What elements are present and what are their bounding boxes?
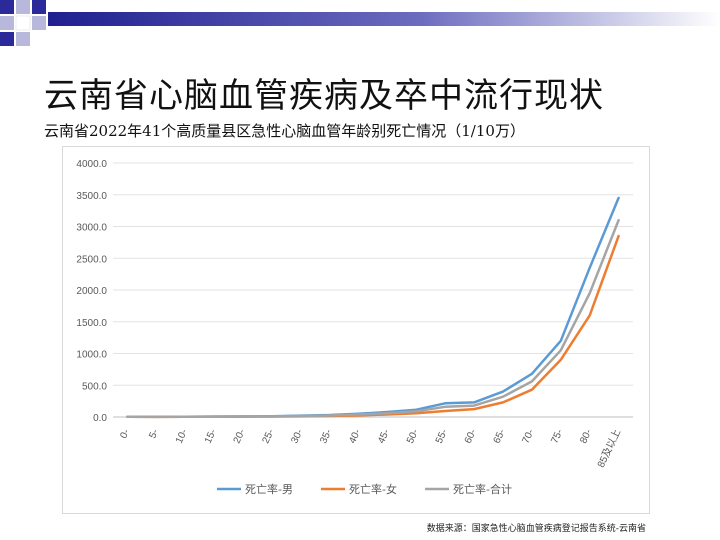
legend-label: 死亡率-合计	[453, 482, 512, 496]
legend-label: 死亡率-女	[349, 482, 397, 496]
y-tick-label: 2000.0	[76, 286, 107, 297]
data-source-note: 数据来源：国家急性心脑血管疾病登记报告系统-云南省	[426, 524, 646, 534]
x-tick-label: 70-	[521, 428, 537, 446]
x-tick-label: 80-	[578, 428, 594, 446]
y-tick-label: 3000.0	[76, 223, 107, 234]
x-tick-label: 20-	[232, 428, 248, 446]
y-tick-label: 2500.0	[76, 254, 107, 265]
header-decoration	[0, 0, 720, 46]
x-tick-label: 5-	[147, 428, 161, 441]
y-tick-label: 1000.0	[76, 350, 107, 361]
y-tick-label: 3500.0	[76, 191, 107, 202]
series-line-3	[126, 218, 620, 419]
x-tick-label: 40-	[347, 428, 363, 446]
y-tick-label: 0.0	[93, 413, 107, 424]
x-tick-label: 30-	[289, 428, 305, 446]
y-tick-label: 1500.0	[76, 318, 107, 329]
x-tick-label: 75-	[549, 428, 565, 446]
x-tick-label: 10-	[174, 428, 190, 446]
series-line-2	[126, 234, 620, 419]
x-tick-label: 25-	[261, 428, 277, 446]
x-tick-label: 65-	[492, 428, 508, 446]
x-tick-label: 85及以上	[595, 427, 623, 469]
line-chart: 0.0 500.0 1000.0 1500.0 2000.0 2500.0 3000.0 35…	[76, 159, 633, 496]
y-tick-label: 500.0	[82, 381, 107, 392]
x-tick-label: 45-	[376, 428, 392, 446]
legend-label: 死亡率-男	[245, 482, 293, 496]
x-tick-label: 50-	[405, 428, 421, 446]
x-tick-label: 55-	[434, 428, 450, 446]
x-tick-label: 60-	[463, 428, 479, 446]
series-line-1	[126, 196, 620, 419]
chart-area: 0.0 500.0 1000.0 1500.0 2000.0 2500.0 3000.0 35…	[62, 146, 650, 514]
x-tick-label: 15-	[203, 428, 219, 446]
x-tick-label: 35-	[318, 428, 334, 446]
x-tick-label: 0-	[118, 428, 132, 441]
y-tick-label: 4000.0	[76, 159, 107, 170]
slide-title: 云南省心脑血管疾病及卒中流行现状	[44, 76, 604, 116]
slide-subtitle: 云南省2022年41个高质量县区急性心脑血管年龄别死亡情况（1/10万）	[44, 122, 525, 140]
